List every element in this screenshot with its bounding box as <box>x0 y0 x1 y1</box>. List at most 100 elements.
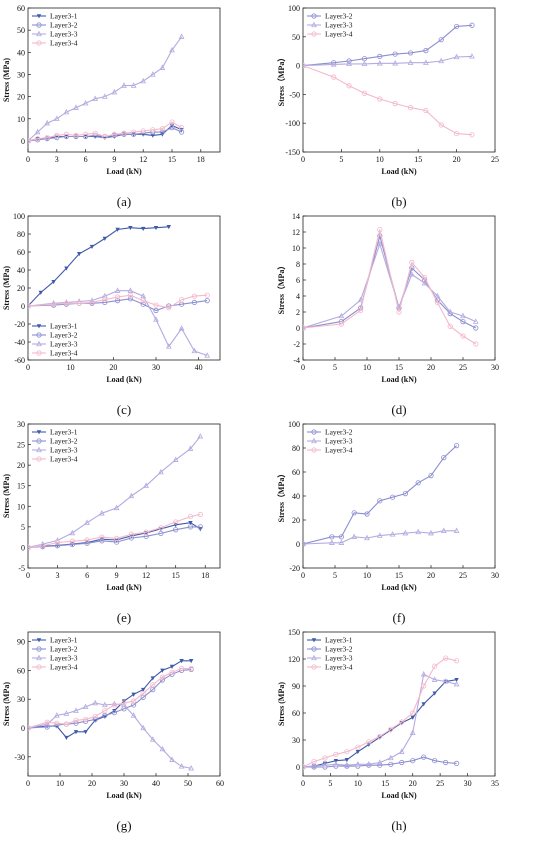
x-axis-label: Load (kN) <box>381 583 417 592</box>
series-layer3-1 <box>28 520 203 550</box>
data-point <box>140 301 146 307</box>
data-point <box>333 761 339 767</box>
legend-marker <box>36 332 42 338</box>
data-point <box>388 761 394 767</box>
legend-marker <box>36 664 42 670</box>
data-point <box>54 132 60 138</box>
data-point <box>428 529 434 536</box>
series-line <box>28 526 201 548</box>
y-tick-label: 0 <box>21 543 25 552</box>
x-tick-label: 35 <box>491 779 499 788</box>
series-layer3-4 <box>303 655 460 770</box>
series-line <box>28 667 192 729</box>
x-tick-label: 3 <box>55 155 59 164</box>
y-tick-label: -30 <box>14 753 25 762</box>
legend-label: Layer3-1 <box>50 636 78 645</box>
data-point <box>460 333 466 339</box>
x-tick-label: 5 <box>333 363 337 372</box>
y-tick-label: 80 <box>292 444 300 453</box>
legend-label: Layer3-1 <box>50 322 78 331</box>
y-tick-label: -60 <box>14 356 25 365</box>
data-point <box>330 61 337 67</box>
chart-panel-8: 0 5 10 15 20 25 30 35 0 30 60 90 120 150 Load (kN) Stre… <box>277 628 499 833</box>
data-point <box>131 702 137 708</box>
data-point <box>415 480 421 486</box>
data-point <box>92 713 98 720</box>
data-point <box>376 532 383 538</box>
y-tick-label: 90 <box>292 682 300 691</box>
y-tick-label: 120 <box>288 655 300 664</box>
data-point <box>442 678 449 684</box>
y-tick-label: 0 <box>21 137 25 146</box>
data-point <box>115 294 121 300</box>
series-layer3-2 <box>303 233 479 331</box>
data-point <box>82 703 89 710</box>
data-point <box>303 325 306 331</box>
legend-label: Layer3-1 <box>50 12 78 21</box>
data-point <box>322 761 328 766</box>
plot-frame <box>302 7 496 153</box>
legend-label: Layer3-3 <box>50 654 78 663</box>
data-point <box>361 90 368 96</box>
legend-marker <box>36 30 42 37</box>
data-point <box>331 74 337 80</box>
series-line <box>303 657 457 768</box>
series-layer3-3 <box>303 240 479 331</box>
series-layer3-4 <box>303 226 479 347</box>
data-point <box>141 687 146 693</box>
data-point <box>159 129 165 135</box>
y-tick-label: -20 <box>289 564 300 573</box>
series-line <box>303 233 477 329</box>
data-point <box>83 716 89 722</box>
data-point <box>34 128 41 135</box>
series-layer3-2 <box>28 524 203 551</box>
data-point <box>83 131 89 137</box>
y-tick-label: -20 <box>14 320 25 329</box>
y-tick-label: 100 <box>288 4 300 13</box>
data-point <box>188 765 195 771</box>
data-point <box>443 759 449 766</box>
data-point <box>204 352 211 358</box>
data-point <box>431 676 438 682</box>
data-point <box>92 95 99 101</box>
data-point <box>338 321 345 327</box>
data-point <box>311 762 317 769</box>
x-tick-label: 18 <box>197 155 205 164</box>
data-point <box>387 754 394 761</box>
panel-label: (a) <box>117 194 131 209</box>
y-tick-label: 10 <box>17 115 25 124</box>
data-point <box>54 720 60 726</box>
x-tick-label: 10 <box>354 779 362 788</box>
y-tick-label: 60 <box>17 666 25 675</box>
legend-marker <box>36 646 42 652</box>
data-point <box>421 683 427 689</box>
data-point <box>140 298 146 304</box>
data-point <box>179 297 185 303</box>
data-point <box>130 712 137 718</box>
data-point <box>141 226 146 232</box>
data-point <box>188 665 194 672</box>
y-tick-label: 0 <box>296 62 300 71</box>
data-point <box>165 343 172 349</box>
series-line <box>303 24 473 67</box>
data-point <box>377 226 383 233</box>
series-line <box>303 756 457 768</box>
series-line <box>28 702 192 769</box>
x-tick-label: 15 <box>381 779 389 788</box>
y-tick-label: -5 <box>18 564 25 573</box>
data-point <box>399 759 405 766</box>
data-point <box>410 758 416 764</box>
data-point <box>53 115 60 121</box>
series-layer3-3 <box>303 527 460 547</box>
legend-label: Layer3-4 <box>325 663 353 672</box>
panel-label: (c) <box>117 402 131 417</box>
data-point <box>440 527 447 533</box>
data-point <box>328 539 335 545</box>
data-point <box>469 22 475 28</box>
data-point <box>377 733 383 740</box>
data-point <box>355 749 361 755</box>
data-point <box>179 665 185 672</box>
data-point <box>28 544 31 551</box>
data-point <box>73 730 79 735</box>
